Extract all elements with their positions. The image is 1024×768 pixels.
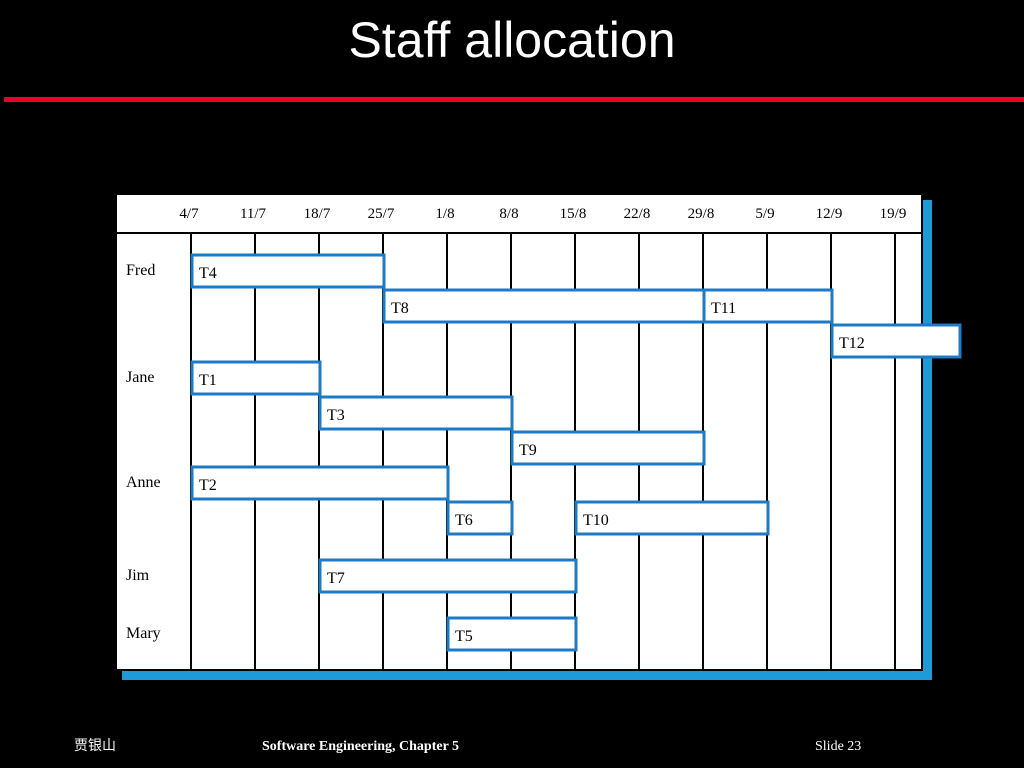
date-tick-label: 12/9	[816, 206, 843, 222]
task-bar	[190, 465, 450, 501]
task-bar	[702, 288, 834, 324]
date-tick-label: 15/8	[560, 206, 587, 222]
date-tick-label: 18/7	[304, 206, 331, 222]
task-bar	[318, 558, 578, 594]
person-label: Mary	[126, 625, 161, 642]
task-label: T4	[199, 265, 217, 282]
date-tick-label: 25/7	[368, 206, 395, 222]
footer-course: Software Engineering, Chapter 5	[262, 739, 460, 754]
task-label: T5	[455, 628, 473, 645]
task-label: T10	[583, 512, 609, 529]
task-bar	[318, 395, 514, 431]
task-bar	[446, 616, 578, 652]
task-label: T11	[711, 300, 736, 317]
task-label: T9	[519, 442, 537, 459]
footer-slide-number: Slide 23	[815, 739, 862, 754]
task-label: T8	[391, 300, 409, 317]
date-tick-label: 1/8	[435, 206, 454, 222]
date-tick-label: 11/7	[240, 206, 267, 222]
task-label: T2	[199, 477, 217, 494]
task-label: T1	[199, 372, 217, 389]
task-bar	[190, 360, 322, 396]
date-tick-label: 8/8	[499, 206, 518, 222]
person-label: Jane	[126, 369, 154, 386]
task-bar	[382, 288, 706, 324]
date-tick-label: 29/8	[688, 206, 715, 222]
date-tick-label: 4/7	[179, 206, 199, 222]
task-label: T7	[327, 570, 345, 587]
person-label: Fred	[126, 262, 155, 279]
task-label: T3	[327, 407, 345, 424]
title-rule	[4, 97, 1024, 102]
task-bar	[446, 500, 514, 536]
date-tick-label: 19/9	[880, 206, 907, 222]
task-bar	[574, 500, 770, 536]
slide-title: Staff allocation	[348, 12, 676, 68]
task-bar	[830, 323, 962, 359]
person-label: Anne	[126, 474, 161, 491]
date-tick-label: 5/9	[755, 206, 774, 222]
person-label: Jim	[126, 567, 150, 584]
task-bar	[510, 430, 706, 466]
date-tick-label: 22/8	[624, 206, 651, 222]
footer-author: 贾银山	[74, 739, 116, 754]
task-label: T6	[455, 512, 473, 529]
task-label: T12	[839, 335, 865, 352]
task-bar	[190, 253, 386, 289]
